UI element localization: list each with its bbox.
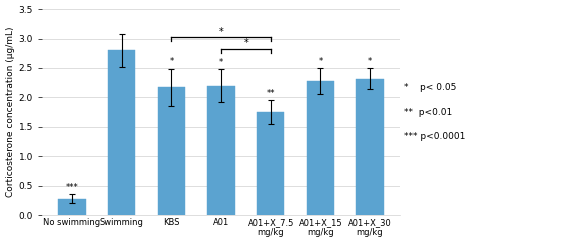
Y-axis label: Corticosterone concentration (μg/mL): Corticosterone concentration (μg/mL) (6, 27, 15, 197)
Text: *    p< 0.05: * p< 0.05 (403, 83, 456, 92)
Bar (208, 86, 234, 215)
Text: *: * (368, 57, 372, 66)
Text: *: * (219, 27, 223, 37)
Bar (158, 87, 185, 215)
Text: *** p<0.0001: *** p<0.0001 (403, 132, 465, 141)
Text: *: * (219, 58, 223, 67)
Text: ***: *** (66, 183, 79, 192)
Bar (307, 81, 334, 215)
Bar (257, 112, 284, 215)
Bar (356, 78, 384, 215)
Bar (108, 50, 135, 215)
Bar (58, 199, 86, 215)
Text: *: * (243, 38, 249, 48)
Text: *: * (318, 57, 323, 66)
Text: **  p<0.01: ** p<0.01 (403, 108, 452, 117)
Text: **: ** (266, 89, 275, 98)
Text: *: * (169, 57, 173, 66)
